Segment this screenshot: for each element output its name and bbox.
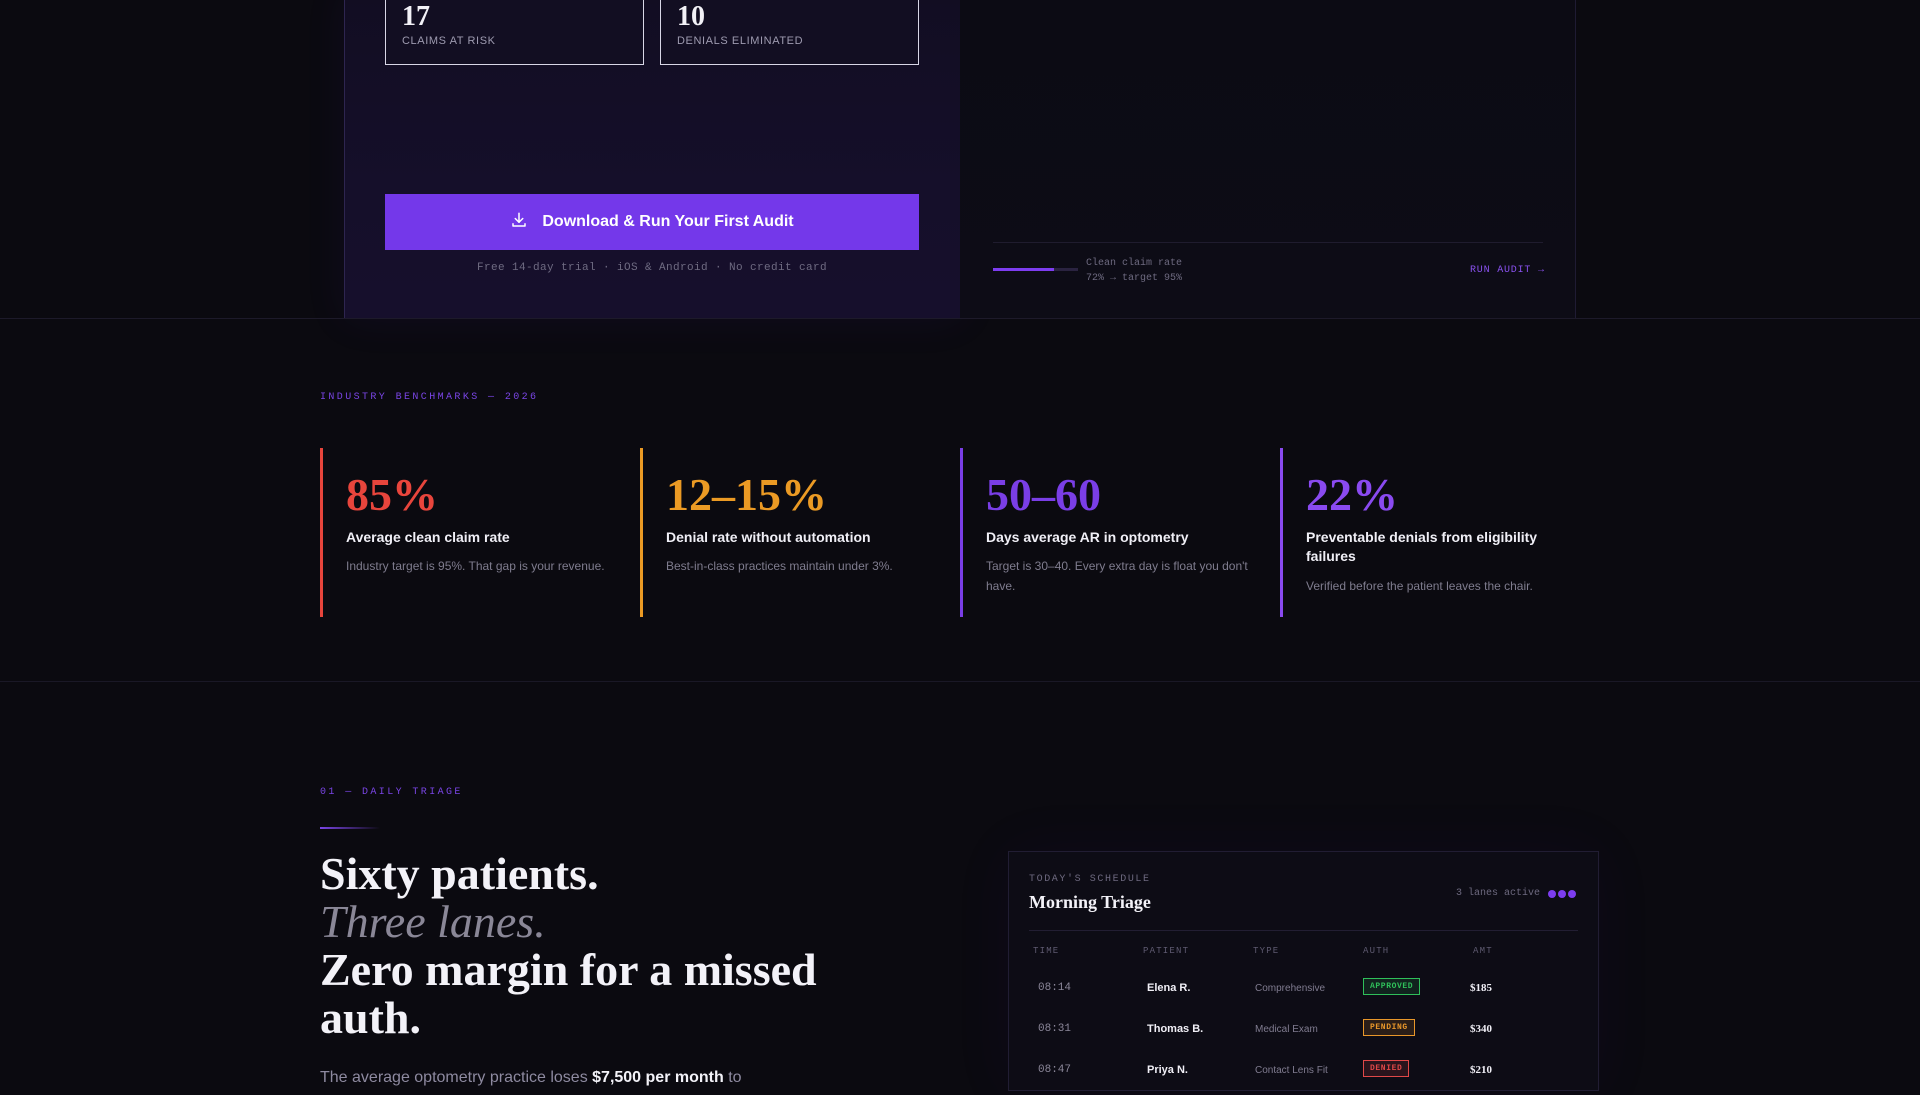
benchmark-desc: Verified before the patient leaves the c… bbox=[1306, 579, 1533, 593]
benchmark-value: 85% bbox=[346, 469, 438, 520]
benchmark-title: Average clean claim rate bbox=[346, 529, 510, 545]
column-header-auth: AUTH bbox=[1363, 946, 1390, 956]
benchmark-accent-bar bbox=[640, 448, 643, 617]
row-type: Comprehensive bbox=[1255, 983, 1326, 994]
benchmark-desc: Industry target is 95%. That gap is your… bbox=[346, 559, 605, 573]
benchmark-clean-claim: 85% Average clean claim rate Industry ta… bbox=[320, 448, 620, 617]
auth-status-badge: DENIED bbox=[1363, 1060, 1410, 1077]
triage-eyebrow: 01 — DAILY TRIAGE bbox=[320, 787, 463, 798]
download-icon bbox=[510, 211, 528, 234]
benchmark-preventable-denials: 22% Preventable denials from eligibility… bbox=[1280, 448, 1580, 617]
hero-preview-panel bbox=[960, 0, 1576, 319]
benchmark-accent-bar bbox=[960, 448, 963, 617]
row-amount: $210 bbox=[1470, 1064, 1492, 1076]
lanes-indicator: 3 lanes active bbox=[1456, 888, 1576, 899]
table-row[interactable]: 08:14 Elena R. Comprehensive APPROVED $1… bbox=[1009, 972, 1598, 1013]
column-header-amount: AMT bbox=[1473, 946, 1493, 956]
schedule-divider bbox=[1029, 930, 1578, 931]
clean-claim-progress-fill bbox=[993, 268, 1055, 271]
headline-line-3: Zero margin for a missed auth. bbox=[320, 944, 817, 1043]
run-audit-link[interactable]: RUN AUDIT → bbox=[1470, 265, 1545, 276]
stat-value: 17 bbox=[402, 1, 430, 32]
headline-line-2: Three lanes. bbox=[320, 896, 546, 947]
stat-denials-eliminated: 10 DENIALS ELIMINATED bbox=[660, 0, 919, 65]
benchmark-title: Denial rate without automation bbox=[666, 529, 871, 545]
stat-claims-at-risk: 17 CLAIMS AT RISK bbox=[385, 0, 644, 65]
lede-prefix: The average optometry practice loses bbox=[320, 1069, 588, 1086]
row-type: Contact Lens Fit bbox=[1255, 1065, 1328, 1076]
benchmark-value: 50–60 bbox=[986, 469, 1101, 520]
benchmarks-eyebrow: INDUSTRY BENCHMARKS — 2026 bbox=[320, 392, 539, 403]
lede-bold: $7,500 per month bbox=[592, 1069, 724, 1086]
table-row[interactable]: 08:31 Thomas B. Medical Exam PENDING $34… bbox=[1009, 1013, 1598, 1054]
benchmark-days-ar: 50–60 Days average AR in optometry Targe… bbox=[960, 448, 1260, 617]
preview-divider bbox=[993, 242, 1543, 243]
benchmark-accent-bar bbox=[320, 448, 323, 617]
benchmark-accent-bar bbox=[1280, 448, 1283, 617]
lane-dots bbox=[1548, 889, 1576, 898]
row-patient: Thomas B. bbox=[1147, 1023, 1204, 1035]
lane-dot-icon bbox=[1548, 889, 1556, 898]
table-row[interactable]: 08:47 Priya N. Contact Lens Fit DENIED $… bbox=[1009, 1054, 1598, 1095]
row-type: Medical Exam bbox=[1255, 1024, 1318, 1035]
auth-status-badge: APPROVED bbox=[1363, 978, 1421, 995]
clean-claim-caption: Clean claim rate 72% → target 95% bbox=[1086, 256, 1182, 286]
trial-note: Free 14-day trial · iOS & Android · No c… bbox=[476, 262, 828, 274]
section-divider bbox=[0, 318, 1920, 319]
section-divider bbox=[0, 681, 1920, 682]
row-amount: $185 bbox=[1470, 982, 1492, 994]
benchmark-value: 12–15% bbox=[666, 469, 827, 520]
stat-value: 10 bbox=[677, 1, 705, 32]
clean-claim-progress bbox=[993, 268, 1078, 271]
stat-label: CLAIMS AT RISK bbox=[402, 35, 496, 47]
triage-rule bbox=[320, 827, 380, 829]
auth-status-badge: PENDING bbox=[1363, 1019, 1415, 1036]
row-time: 08:31 bbox=[1038, 1023, 1072, 1035]
lede-suffix: to bbox=[728, 1069, 742, 1086]
benchmark-desc: Target is 30–40. Every extra day is floa… bbox=[986, 559, 1248, 593]
clean-claim-label: Clean claim rate bbox=[1086, 258, 1183, 269]
stat-label: DENIALS ELIMINATED bbox=[677, 35, 804, 47]
schedule-card: TODAY'S SCHEDULE Morning Triage 3 lanes … bbox=[1008, 851, 1599, 1091]
lane-dot-icon bbox=[1558, 889, 1566, 898]
triage-lede: The average optometry practice loses $7,… bbox=[320, 1069, 742, 1087]
column-header-type: TYPE bbox=[1253, 946, 1280, 956]
triage-headline: Sixty patients. Three lanes. Zero margin… bbox=[320, 850, 920, 1042]
benchmark-value: 22% bbox=[1306, 469, 1398, 520]
row-patient: Priya N. bbox=[1147, 1064, 1188, 1076]
headline-line-1: Sixty patients. bbox=[320, 848, 599, 899]
download-audit-label: Download & Run Your First Audit bbox=[542, 213, 794, 230]
schedule-eyebrow: TODAY'S SCHEDULE bbox=[1029, 874, 1151, 885]
benchmark-title: Days average AR in optometry bbox=[986, 529, 1189, 545]
clean-claim-detail: 72% → target 95% bbox=[1086, 273, 1183, 284]
row-time: 08:14 bbox=[1038, 982, 1072, 994]
benchmark-denial-rate: 12–15% Denial rate without automation Be… bbox=[640, 448, 940, 617]
benchmark-desc: Best-in-class practices maintain under 3… bbox=[666, 559, 893, 573]
row-patient: Elena R. bbox=[1147, 982, 1191, 994]
lane-dot-icon bbox=[1568, 889, 1576, 898]
row-time: 08:47 bbox=[1038, 1064, 1072, 1076]
schedule-title: Morning Triage bbox=[1029, 892, 1151, 912]
row-amount: $340 bbox=[1470, 1023, 1492, 1035]
download-audit-button[interactable]: Download & Run Your First Audit bbox=[385, 194, 919, 250]
benchmark-title: Preventable denials from eligibility fai… bbox=[1306, 529, 1538, 564]
column-header-time: TIME bbox=[1033, 946, 1060, 956]
lanes-label: 3 lanes active bbox=[1455, 888, 1540, 899]
column-header-patient: PATIENT bbox=[1143, 946, 1190, 956]
